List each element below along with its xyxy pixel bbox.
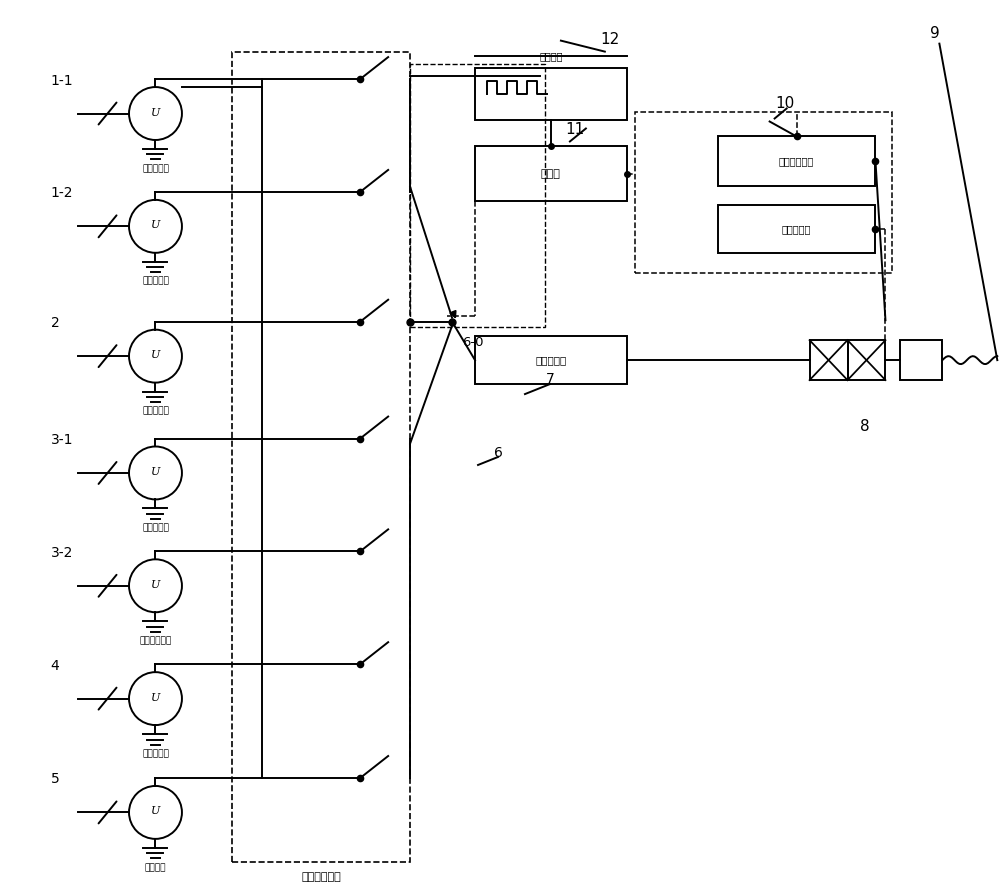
Text: 3-1: 3-1 (51, 433, 73, 447)
Text: 2: 2 (51, 316, 59, 331)
Text: 7: 7 (546, 372, 554, 386)
Text: 4: 4 (51, 658, 59, 673)
Text: 零电压源: 零电压源 (145, 862, 166, 872)
Text: 6: 6 (494, 446, 502, 460)
Text: 9: 9 (930, 26, 939, 41)
Text: 3-2: 3-2 (51, 546, 73, 560)
Text: 可变电压源: 可变电压源 (142, 749, 169, 758)
Text: 控制器: 控制器 (541, 169, 561, 179)
Text: 电流检测器: 电流检测器 (535, 356, 567, 365)
Text: 12: 12 (600, 32, 619, 47)
Text: 位移传感器: 位移传感器 (782, 225, 811, 234)
Text: 高速切换开关: 高速切换开关 (301, 872, 341, 882)
Text: 5: 5 (51, 772, 59, 787)
Text: 可变电压源: 可变电压源 (142, 523, 169, 533)
Text: U: U (151, 350, 160, 360)
Text: 可变电压源: 可变电压源 (142, 164, 169, 173)
Text: 可变电压源: 可变电压源 (142, 277, 169, 286)
Text: 可变电压源: 可变电压源 (142, 406, 169, 415)
Text: U: U (151, 467, 160, 477)
Text: 1-1: 1-1 (51, 74, 73, 87)
Text: 可变电压源：: 可变电压源： (139, 636, 172, 645)
Text: 压力传感系统: 压力传感系统 (779, 157, 814, 167)
Text: U: U (151, 692, 160, 703)
Text: U: U (151, 108, 160, 118)
Text: 10: 10 (775, 96, 794, 111)
Text: U: U (151, 220, 160, 231)
Text: U: U (151, 806, 160, 816)
Text: 1-2: 1-2 (51, 186, 73, 200)
Text: U: U (151, 580, 160, 590)
Text: 控制信号: 控制信号 (539, 52, 563, 61)
Text: 8: 8 (860, 419, 869, 434)
Text: 6-0: 6-0 (462, 336, 484, 349)
Text: 11: 11 (565, 122, 585, 137)
